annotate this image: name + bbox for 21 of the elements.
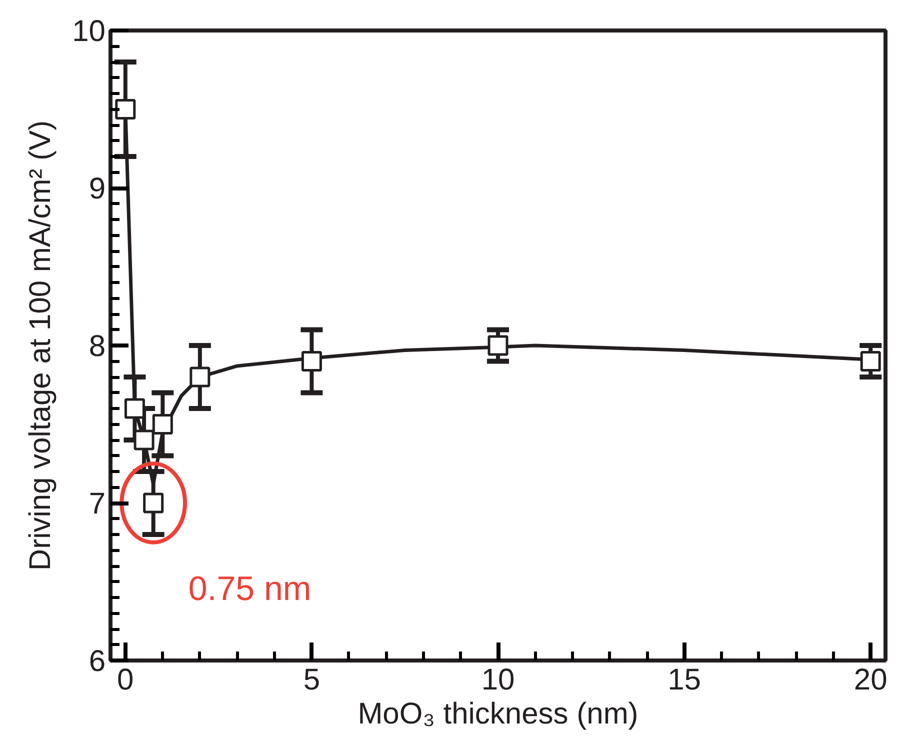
y-tick-label: 10 <box>72 15 106 48</box>
point <box>488 335 508 356</box>
point <box>860 351 881 372</box>
point <box>190 366 210 388</box>
x-tick-label: 10 <box>481 664 515 696</box>
point <box>124 398 145 419</box>
y-tick-label: 8 <box>88 330 106 363</box>
x-tick-label: 15 <box>668 664 701 696</box>
x-axis-title: MoO₃ thickness (nm) <box>358 698 638 730</box>
x-tick-label: 5 <box>303 664 320 696</box>
y-axis-title: Driving voltage at 100 mA/cm² (V) <box>24 120 58 571</box>
y-tick-label: 9 <box>88 172 106 206</box>
point <box>301 351 322 372</box>
x-tick-label: 20 <box>854 664 888 696</box>
x-tick-label: 0 <box>117 664 134 696</box>
annotation: 0.75 nm <box>188 570 312 608</box>
point <box>134 430 154 450</box>
y-tick-label: 6 <box>88 645 106 678</box>
point <box>152 414 173 434</box>
point <box>115 99 136 120</box>
y-tick-label: 7 <box>88 488 106 520</box>
